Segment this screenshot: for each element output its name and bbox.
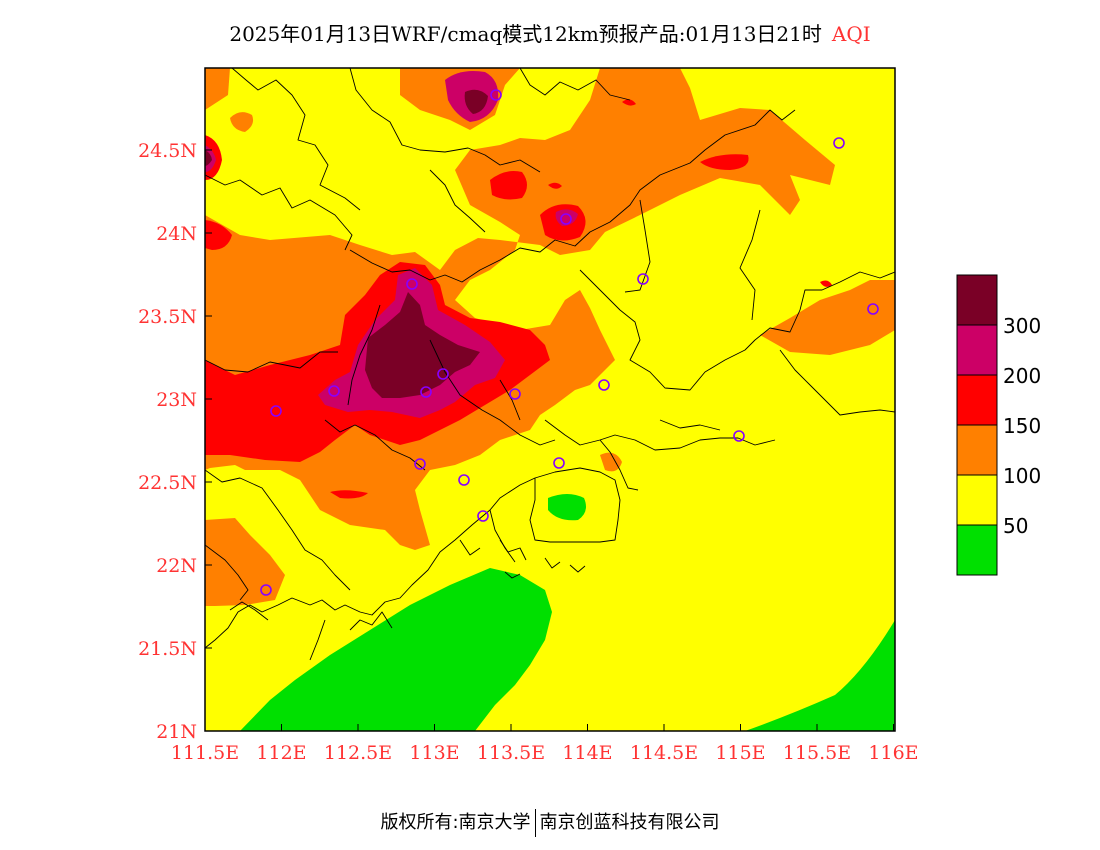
copyright-left: 版权所有:南京大学 [380, 812, 531, 833]
lon-tick-label: 114.5E [630, 742, 698, 764]
lon-tick-label: 114E [562, 742, 612, 764]
lat-tick-label: 23N [156, 389, 197, 411]
lat-tick-label: 21.5N [138, 638, 197, 660]
lon-tick-label: 112.5E [324, 742, 392, 764]
boundary-lines [205, 68, 895, 661]
station-marker [260, 584, 272, 596]
lon-tick-label: 112E [256, 742, 306, 764]
station-marker [328, 385, 340, 397]
title-main: 2025年01月13日WRF/cmaq模式12km预报产品:01月13日21时 [229, 22, 822, 46]
station-marker [867, 303, 879, 315]
lat-tick-label: 24.5N [138, 140, 197, 162]
aqi-band-300 [205, 89, 488, 398]
station-marker [414, 458, 426, 470]
station-marker [437, 368, 449, 380]
lon-tick-label: 113E [409, 742, 459, 764]
station-marker [733, 430, 745, 442]
legend-swatch [956, 324, 998, 376]
title-variable: AQI [831, 22, 871, 46]
lat-tick-label: 22N [156, 555, 197, 577]
station-marker [490, 89, 502, 101]
legend-swatch [956, 524, 998, 576]
station-markers [260, 89, 879, 596]
station-marker [420, 386, 432, 398]
station-marker [553, 457, 565, 469]
station-marker [458, 474, 470, 486]
station-marker [598, 379, 610, 391]
legend-label: 150 [1003, 414, 1041, 438]
lon-tick-label: 115.5E [783, 742, 851, 764]
lon-tick-label: 116E [868, 742, 918, 764]
legend-label: 300 [1003, 314, 1041, 338]
axes: 111.5E 112E 112.5E 113E 113.5E 114E 114.5E 115E… [138, 140, 919, 764]
station-marker [509, 388, 521, 400]
station-marker [406, 278, 418, 290]
legend-swatch [956, 474, 998, 526]
legend-swatch [956, 424, 998, 476]
lon-tick-label: 113.5E [477, 742, 545, 764]
station-marker [833, 137, 845, 149]
copyright-footer: 版权所有:南京大学 南京创蓝科技有限公司 [0, 808, 1100, 837]
legend-swatch [956, 274, 998, 326]
chart-title: 2025年01月13日WRF/cmaq模式12km预报产品:01月13日21时 A… [0, 18, 1100, 47]
legend-swatch [956, 374, 998, 426]
lat-tick-label: 22.5N [138, 472, 197, 494]
lat-tick-label: 24N [156, 223, 197, 245]
aqi-band-0 [240, 494, 895, 731]
lon-tick-label: 115E [715, 742, 765, 764]
legend-label: 50 [1003, 514, 1028, 538]
lon-tick-label: 111.5E [171, 742, 239, 764]
lat-tick-label: 23.5N [138, 306, 197, 328]
copyright-right: 南京创蓝科技有限公司 [539, 812, 720, 833]
station-marker [270, 405, 282, 417]
station-marker [560, 213, 572, 225]
legend-label: 200 [1003, 364, 1041, 388]
legend-label: 100 [1003, 464, 1041, 488]
footer-separator [534, 809, 536, 837]
station-marker [637, 273, 649, 285]
color-legend: 50 100 150 200 300 [956, 274, 1041, 576]
station-marker [477, 510, 489, 522]
lat-tick-label: 21N [156, 721, 197, 743]
aqi-field [205, 68, 895, 731]
